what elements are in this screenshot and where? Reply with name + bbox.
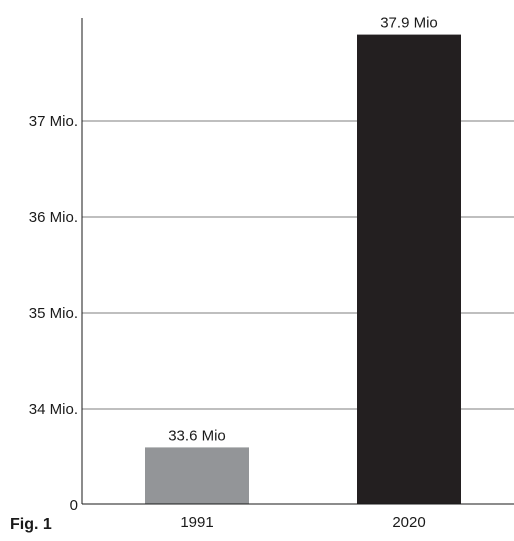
y-tick-labels: 34 Mio. 35 Mio. 36 Mio. 37 Mio. — [29, 113, 78, 418]
y-baseline-label: 0 — [70, 497, 78, 514]
y-tick-label: 35 Mio. — [29, 305, 78, 322]
x-category-label: 2020 — [392, 514, 425, 531]
bar-1991 — [145, 447, 249, 504]
bar-2020 — [357, 34, 461, 504]
y-tick-label: 36 Mio. — [29, 209, 78, 226]
y-tick-label: 34 Mio. — [29, 401, 78, 418]
y-tick-label: 37 Mio. — [29, 113, 78, 130]
figure-caption-label: Fig. 1 — [10, 516, 52, 533]
x-category-label: 1991 — [180, 514, 213, 531]
x-category-labels: 1991 2020 — [180, 514, 425, 531]
bar-value-label: 37.9 Mio — [380, 15, 438, 32]
bar-value-label: 33.6 Mio — [168, 427, 226, 444]
bars — [145, 34, 461, 504]
bar-value-labels: 33.6 Mio 37.9 Mio — [168, 15, 438, 445]
